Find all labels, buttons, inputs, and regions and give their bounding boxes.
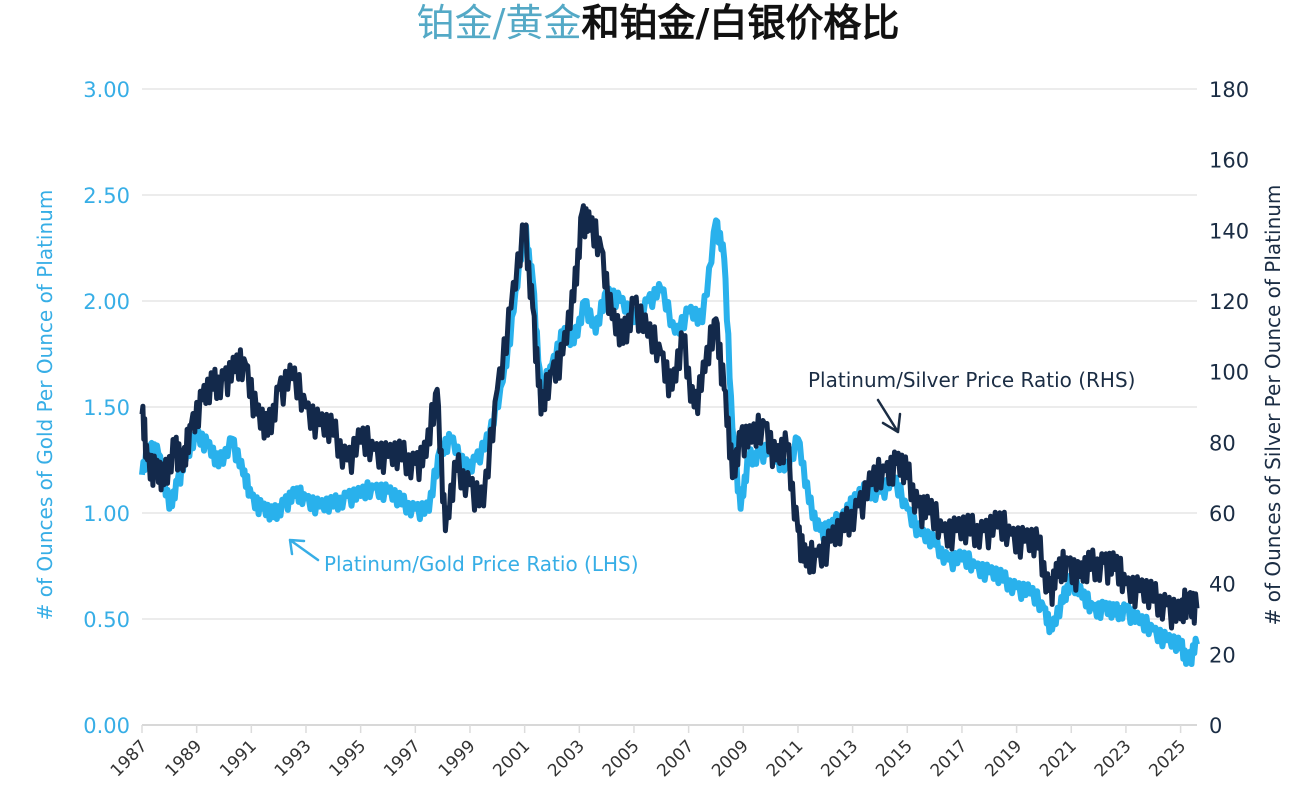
x-tick-label: 1997	[380, 736, 425, 781]
x-tick-label: 2015	[872, 736, 917, 781]
left-y-tick-label: 1.00	[83, 502, 130, 526]
x-tick-label: 2007	[653, 736, 698, 781]
x-tick-label: 2021	[1036, 736, 1081, 781]
left-y-tick-label: 3.00	[83, 78, 130, 102]
right-y-axis-label: # of Ounces of Silver Per Ounce of Plati…	[1261, 185, 1285, 626]
x-tick-label: 2023	[1091, 736, 1136, 781]
x-tick-label: 2005	[599, 736, 644, 781]
gold-ratio-line	[139, 217, 1200, 667]
x-tick-label: 1993	[271, 736, 316, 781]
x-tick-label: 2003	[544, 736, 589, 781]
x-tick-label: 2001	[489, 736, 534, 781]
series-group	[139, 203, 1200, 667]
x-tick-label: 2013	[817, 736, 862, 781]
left-y-axis: 0.00 0.50 1.00 1.50 2.00 2.50 3.00	[83, 78, 130, 738]
left-y-tick-label: 2.50	[83, 184, 130, 208]
right-y-tick-label: 180	[1209, 78, 1249, 102]
right-y-tick-label: 140	[1209, 219, 1249, 243]
right-y-tick-label: 0	[1209, 714, 1222, 738]
chart-title-highlight: 铂金/黄金	[416, 1, 582, 45]
x-tick-label: 2011	[763, 736, 808, 781]
x-tick-label: 2019	[981, 736, 1026, 781]
left-y-axis-label: # of Ounces of Gold Per Ounce of Platinu…	[33, 190, 57, 621]
x-tick-label: 2009	[708, 736, 753, 781]
silver-ratio-line	[139, 203, 1200, 631]
x-tick-label: 2017	[927, 736, 972, 781]
right-y-axis: 0 20 40 60 80 100 120 140 160 180	[1209, 78, 1249, 738]
silver-annotation-arrow	[876, 398, 902, 434]
right-y-tick-label: 100	[1209, 361, 1249, 385]
right-y-tick-label: 40	[1209, 573, 1236, 597]
x-tick-label: 2025	[1145, 736, 1190, 781]
right-y-tick-label: 120	[1209, 290, 1249, 314]
x-tick-label: 1989	[161, 736, 206, 781]
right-y-tick-label: 20	[1209, 643, 1236, 667]
x-axis: 1987 1989 1991 1993 1995 1997 1999 2001 2003 2005…	[107, 725, 1190, 781]
gridlines	[142, 88, 1197, 726]
annotations: Platinum/Gold Price Ratio (LHS) Platinum…	[288, 368, 1135, 576]
silver-annotation-label: Platinum/Silver Price Ratio (RHS)	[808, 368, 1135, 392]
left-y-tick-label: 2.00	[83, 290, 130, 314]
right-y-tick-label: 80	[1209, 431, 1236, 455]
left-y-tick-label: 0.50	[83, 608, 130, 632]
x-tick-label: 1999	[435, 736, 480, 781]
gold-annotation-arrow	[288, 538, 320, 562]
right-y-tick-label: 160	[1209, 149, 1249, 173]
x-tick-label: 1995	[325, 736, 370, 781]
chart-title-rest: 和铂金/白银价格比	[581, 0, 900, 45]
gold-annotation-label: Platinum/Gold Price Ratio (LHS)	[324, 552, 639, 576]
x-tick-label: 1987	[107, 736, 152, 781]
left-y-tick-label: 1.50	[83, 396, 130, 420]
x-tick-label: 1991	[216, 736, 261, 781]
left-y-tick-label: 0.00	[83, 714, 130, 738]
chart-title: 铂金/黄金和铂金/白银价格比	[0, 0, 1316, 46]
right-y-tick-label: 60	[1209, 502, 1236, 526]
